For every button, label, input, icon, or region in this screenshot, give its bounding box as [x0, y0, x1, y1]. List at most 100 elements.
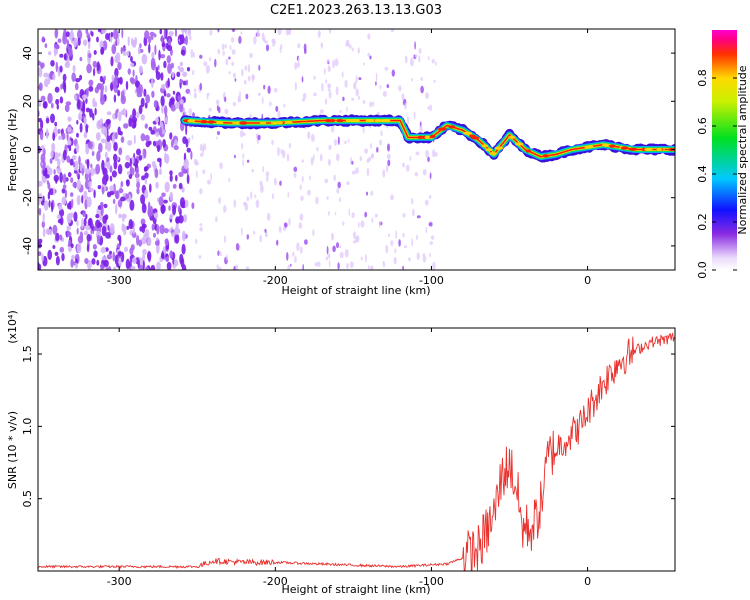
noise-blob	[331, 124, 335, 133]
noise-blob	[370, 190, 374, 196]
noise-blob	[154, 168, 159, 179]
noise-blob	[118, 147, 123, 156]
noise-blob	[218, 266, 222, 270]
noise-blob	[337, 262, 340, 270]
noise-blob	[77, 235, 84, 244]
noise-blob	[130, 244, 135, 251]
noise-blob	[427, 156, 430, 163]
noise-blob	[238, 98, 242, 102]
signal-peak	[508, 135, 516, 139]
colorbar: 0.0 0.2 0.4 0.6 0.8 Normalized spectral ampl…	[696, 30, 749, 279]
noise-blob	[85, 107, 91, 113]
noise-blob	[100, 246, 107, 254]
x-tick-label: 0	[584, 274, 591, 287]
noise-blob	[369, 101, 372, 108]
noise-blob	[111, 74, 115, 81]
noise-blob	[152, 160, 156, 168]
noise-blob	[56, 167, 62, 175]
noise-blob	[144, 30, 150, 40]
noise-blob	[49, 158, 53, 164]
noise-blob	[88, 52, 92, 59]
noise-blob	[273, 177, 277, 186]
noise-blob	[374, 213, 378, 218]
noise-blob	[113, 159, 118, 170]
noise-blob	[351, 160, 354, 165]
noise-blob	[316, 146, 319, 152]
signal-peak	[628, 147, 638, 151]
noise-blob	[379, 220, 381, 229]
noise-blob	[87, 263, 91, 270]
noise-blob	[355, 75, 358, 84]
signal-peak	[463, 131, 472, 135]
noise-blob	[179, 66, 185, 73]
noise-blob	[91, 151, 95, 156]
noise-blob	[238, 35, 242, 44]
noise-blob	[114, 67, 119, 78]
noise-blob	[175, 174, 178, 182]
noise-blob	[163, 29, 166, 39]
noise-blob	[88, 180, 92, 188]
signal-peak	[424, 135, 430, 139]
noise-blob	[169, 97, 175, 103]
noise-blob	[132, 39, 137, 48]
noise-blob	[109, 185, 115, 192]
noise-blob	[97, 82, 102, 90]
noise-blob	[240, 31, 243, 35]
noise-blob	[76, 172, 79, 177]
snr-scale-label: (x10⁴)	[6, 310, 19, 344]
noise-blob	[425, 92, 429, 99]
noise-blob	[160, 252, 165, 259]
noise-blob	[159, 29, 163, 35]
noise-blob	[105, 267, 110, 270]
noise-blob	[182, 107, 185, 114]
noise-blob	[66, 202, 71, 210]
noise-blob	[150, 264, 156, 270]
noise-blob	[73, 211, 78, 222]
noise-blob	[273, 87, 278, 93]
noise-blob	[41, 36, 45, 43]
noise-blob	[411, 238, 414, 247]
x-tick-label: -300	[107, 575, 132, 588]
noise-blob	[85, 29, 89, 34]
noise-blob	[345, 39, 350, 47]
noise-blob	[53, 169, 56, 175]
noise-blob	[269, 101, 272, 107]
noise-blob	[138, 65, 143, 74]
noise-blob	[70, 177, 74, 184]
noise-blob	[39, 130, 44, 141]
noise-blob	[325, 79, 328, 84]
noise-blob	[193, 158, 198, 165]
snr-y-label: SNR (10 * v/v)	[6, 411, 19, 489]
noise-blob	[48, 188, 55, 196]
noise-blob	[74, 262, 78, 269]
x-tick-label: -100	[419, 274, 444, 287]
noise-blob	[113, 29, 119, 40]
noise-blob	[293, 166, 298, 172]
noise-blob	[231, 29, 236, 33]
noise-blob	[126, 225, 130, 230]
noise-blob	[107, 224, 110, 231]
noise-blob	[105, 174, 109, 182]
colorbar-tick-label: 0.4	[696, 165, 709, 183]
noise-blob	[251, 168, 254, 173]
noise-blob	[354, 80, 357, 90]
noise-blob	[334, 58, 339, 67]
snr-x-ticks: -300 -200 -100 0	[107, 328, 591, 588]
noise-blob	[259, 180, 263, 186]
noise-blob	[226, 254, 228, 261]
noise-blob	[119, 76, 123, 85]
noise-blob	[117, 199, 123, 208]
noise-blob	[115, 109, 118, 120]
noise-blob	[169, 250, 173, 259]
noise-blob	[59, 96, 64, 104]
noise-blob	[129, 157, 132, 167]
noise-blob	[328, 144, 332, 151]
signal-peak	[609, 144, 616, 148]
noise-blob	[71, 29, 73, 37]
noise-blob	[292, 251, 295, 257]
y-tick-label: -40	[21, 237, 34, 255]
noise-blob	[83, 190, 88, 200]
noise-blob	[411, 77, 413, 82]
noise-blob	[185, 79, 189, 86]
signal-peak	[336, 119, 344, 123]
